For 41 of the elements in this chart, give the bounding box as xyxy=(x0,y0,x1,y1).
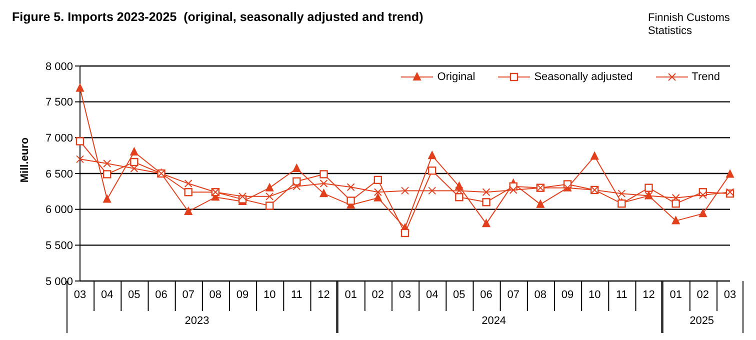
x-tick-label: 03 xyxy=(724,289,736,301)
x-tick-label: 12 xyxy=(642,289,655,301)
x-tick-label: 08 xyxy=(534,289,547,301)
x-tick-label: 04 xyxy=(100,289,114,301)
x-tick-label: 08 xyxy=(209,289,222,301)
x-tick-label: 09 xyxy=(561,289,574,301)
legend-label: Seasonally adjusted xyxy=(534,71,633,83)
text: 2024 xyxy=(482,315,506,327)
text: 2023 xyxy=(184,315,210,327)
x-tick-label: 05 xyxy=(128,289,140,301)
x-tick-label: 07 xyxy=(182,289,194,301)
x-tick-label: 09 xyxy=(236,289,249,301)
x-tick-label: 10 xyxy=(263,289,276,301)
y-axis-title: Mill.euro xyxy=(19,136,31,185)
x-tick-label: 02 xyxy=(696,289,710,301)
x-tick-label: 10 xyxy=(588,289,601,301)
chart-title: Figure 5. Imports 2023-2025 (original, seasonally adjusted and trend) xyxy=(12,10,424,24)
text: Finnish Customs Statistics xyxy=(648,12,731,38)
x-tick-label: 03 xyxy=(74,289,86,301)
x-tick-label: 01 xyxy=(670,289,682,301)
x-tick-label: 06 xyxy=(480,289,492,301)
x-tick-label: 06 xyxy=(155,289,168,301)
text: 2025 xyxy=(690,315,714,327)
legend-label: Original xyxy=(437,71,476,83)
x-tick-label: 12 xyxy=(318,289,330,301)
y-tick-label: 7 000 xyxy=(45,132,73,145)
legend-label: Trend xyxy=(692,71,720,83)
x-tick-label: 05 xyxy=(453,289,466,301)
y-tick-label: 5 000 xyxy=(45,276,73,288)
y-tick-label: 7 500 xyxy=(45,96,73,109)
x-tick-label: 07 xyxy=(507,289,520,301)
x-tick-label: 04 xyxy=(426,289,438,301)
y-tick-label: 6 000 xyxy=(45,204,73,216)
y-tick-label: 6 500 xyxy=(45,168,73,180)
x-tick-label: 03 xyxy=(398,289,412,301)
y-tick-label: 8 000 xyxy=(45,60,73,73)
x-tick-label: 11 xyxy=(616,289,628,301)
x-tick-label: 11 xyxy=(290,289,302,301)
x-tick-label: 02 xyxy=(372,289,384,301)
y-tick-label: 5 500 xyxy=(45,240,73,252)
x-tick-label: 01 xyxy=(344,289,357,301)
